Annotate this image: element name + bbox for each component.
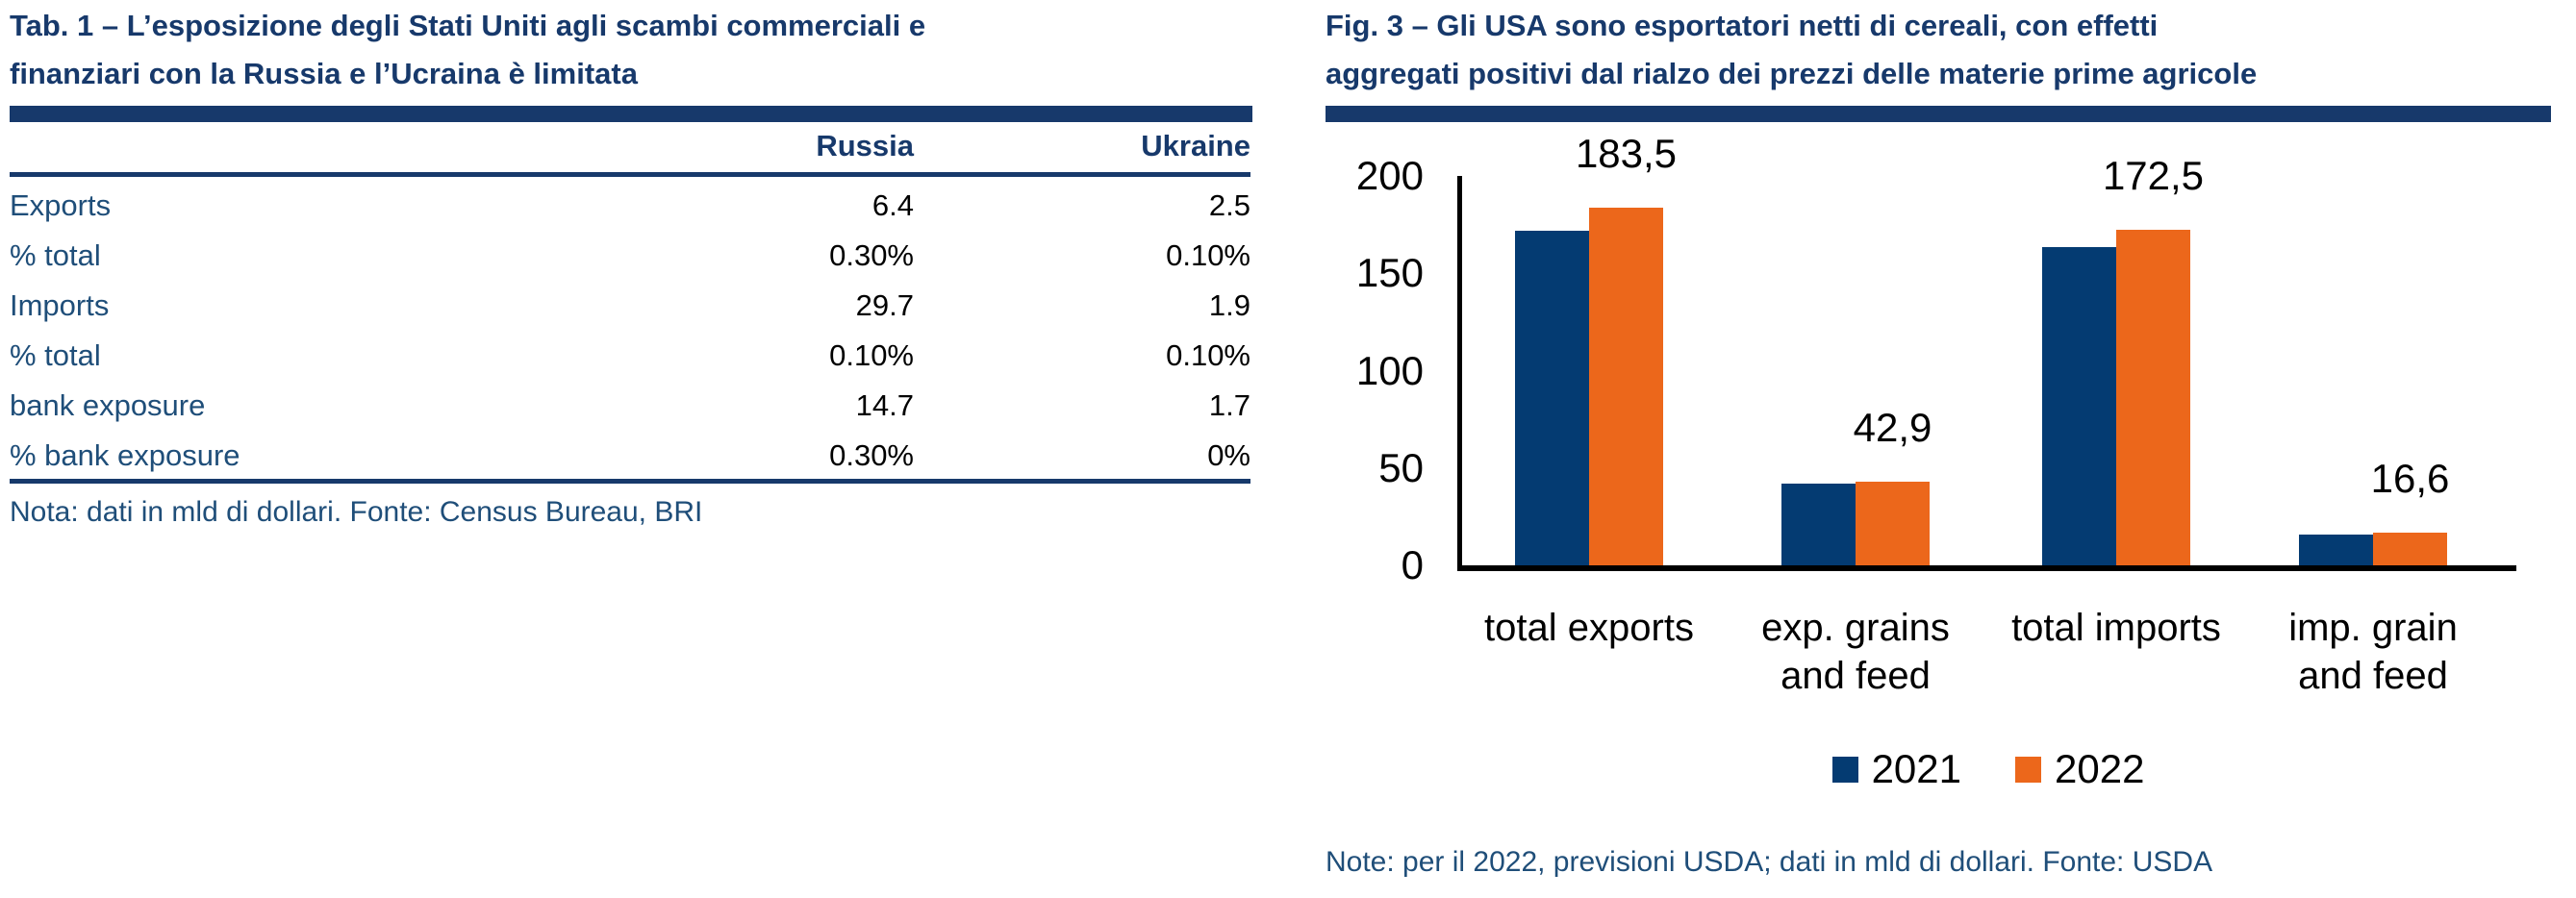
russia-value: 29.7 bbox=[855, 288, 914, 322]
table-row: Imports 29.7 1.9 bbox=[10, 281, 1250, 331]
data-label-exp-grains-and-feed: 42,9 bbox=[1853, 405, 1932, 450]
legend-swatch-2021 bbox=[1831, 756, 1858, 783]
chart-title-line-2: aggregati positivi dal rialzo dei prezzi… bbox=[1326, 57, 2258, 90]
table-header-underline bbox=[10, 172, 1250, 177]
y-axis-tick-200: 200 bbox=[1355, 153, 1424, 198]
chart-title: Fig. 3 – Gli USA sono esportatori netti … bbox=[1326, 2, 2257, 98]
category-label-imp-grain-and-feed: imp. grain and feed bbox=[2229, 604, 2517, 700]
category-label-line: exp. grains bbox=[1761, 607, 1950, 649]
table-title: Tab. 1 – L’esposizione degli Stati Uniti… bbox=[10, 2, 925, 98]
bar-2022-exp-grains-and-feed bbox=[1856, 482, 1930, 565]
title-divider-bar-right bbox=[1326, 106, 2551, 122]
y-axis-tick-150: 150 bbox=[1355, 250, 1424, 296]
table-row: % total 0.30% 0.10% bbox=[10, 231, 1250, 281]
row-label: Exports bbox=[10, 188, 112, 222]
table-title-line-2: finanziari con la Russia e l’Ucraina è l… bbox=[10, 57, 638, 90]
y-axis-tick-0: 0 bbox=[1401, 542, 1424, 587]
category-label-line: and feed bbox=[2298, 655, 2448, 697]
column-header-ukraine: Ukraine bbox=[1141, 129, 1250, 162]
data-label-total-exports: 183,5 bbox=[1575, 131, 1678, 176]
data-label-imp-grain-and-feed: 16,6 bbox=[2370, 456, 2450, 501]
row-label: % total bbox=[10, 338, 101, 372]
table-row: bank exposure 14.7 1.7 bbox=[10, 381, 1250, 431]
y-axis-line bbox=[1457, 176, 1462, 570]
column-header-russia: Russia bbox=[816, 129, 914, 162]
ukraine-value: 0.10% bbox=[1166, 238, 1250, 272]
data-label-total-imports: 172,5 bbox=[2102, 153, 2205, 198]
title-divider-bar-left bbox=[10, 106, 1252, 122]
category-label-exp-grains-and-feed: exp. grains and feed bbox=[1711, 604, 2000, 700]
chart-legend: 2021 2022 bbox=[1459, 746, 2517, 792]
category-label-line: total exports bbox=[1484, 607, 1694, 649]
ukraine-value: 2.5 bbox=[1208, 188, 1250, 222]
ukraine-value: 1.7 bbox=[1208, 388, 1250, 422]
category-label-total-imports: total imports bbox=[1972, 604, 2260, 652]
bar-2021-imp-grain-and-feed bbox=[2299, 535, 2373, 565]
bar-2021-total-imports bbox=[2042, 247, 2116, 565]
bar-2022-total-imports bbox=[2116, 230, 2190, 565]
russia-value: 0.10% bbox=[829, 338, 914, 372]
legend-label-2022: 2022 bbox=[2055, 746, 2145, 791]
row-label: % total bbox=[10, 238, 101, 272]
table-bottom-border bbox=[10, 479, 1250, 484]
x-axis-line bbox=[1457, 565, 2516, 571]
row-label: bank exposure bbox=[10, 388, 206, 422]
ukraine-value: 0.10% bbox=[1166, 338, 1250, 372]
table-title-line-1: Tab. 1 – L’esposizione degli Stati Uniti… bbox=[10, 9, 926, 42]
category-label-total-exports: total exports bbox=[1445, 604, 1733, 652]
ukraine-value: 1.9 bbox=[1208, 288, 1250, 322]
ukraine-value: 0% bbox=[1207, 438, 1250, 472]
bar-2021-exp-grains-and-feed bbox=[1781, 484, 1856, 565]
russia-value: 14.7 bbox=[855, 388, 914, 422]
category-label-line: and feed bbox=[1780, 655, 1931, 697]
table-row: % total 0.10% 0.10% bbox=[10, 331, 1250, 381]
legend-entry-2022: 2022 bbox=[2015, 746, 2144, 792]
table-header-row: Russia Ukraine bbox=[10, 129, 1250, 163]
bar-2021-total-exports bbox=[1515, 231, 1589, 565]
row-label: Imports bbox=[10, 288, 110, 322]
chart-title-line-1: Fig. 3 – Gli USA sono esportatori netti … bbox=[1326, 9, 2159, 42]
legend-label-2021: 2021 bbox=[1871, 746, 1961, 791]
category-label-line: total imports bbox=[2011, 607, 2221, 649]
category-label-line: imp. grain bbox=[2288, 607, 2458, 649]
y-axis-tick-50: 50 bbox=[1378, 444, 1424, 490]
legend-swatch-2022 bbox=[2015, 756, 2041, 783]
row-label: % bank exposure bbox=[10, 438, 240, 472]
russia-value: 0.30% bbox=[829, 438, 914, 472]
y-axis-tick-100: 100 bbox=[1355, 347, 1424, 393]
legend-entry-2021: 2021 bbox=[1831, 746, 1961, 792]
bar-2022-imp-grain-and-feed bbox=[2373, 533, 2447, 565]
bar-2022-total-exports bbox=[1589, 208, 1663, 565]
table-body: Exports 6.4 2.5 % total 0.30% 0.10% Impo… bbox=[10, 181, 1250, 481]
table-row: Exports 6.4 2.5 bbox=[10, 181, 1250, 231]
table-source-note: Nota: dati in mld di dollari. Fonte: Cen… bbox=[10, 496, 703, 528]
table-row: % bank exposure 0.30% 0% bbox=[10, 431, 1250, 481]
russia-value: 6.4 bbox=[871, 188, 914, 222]
russia-value: 0.30% bbox=[829, 238, 914, 272]
chart-source-note: Note: per il 2022, previsioni USDA; dati… bbox=[1326, 846, 2213, 878]
